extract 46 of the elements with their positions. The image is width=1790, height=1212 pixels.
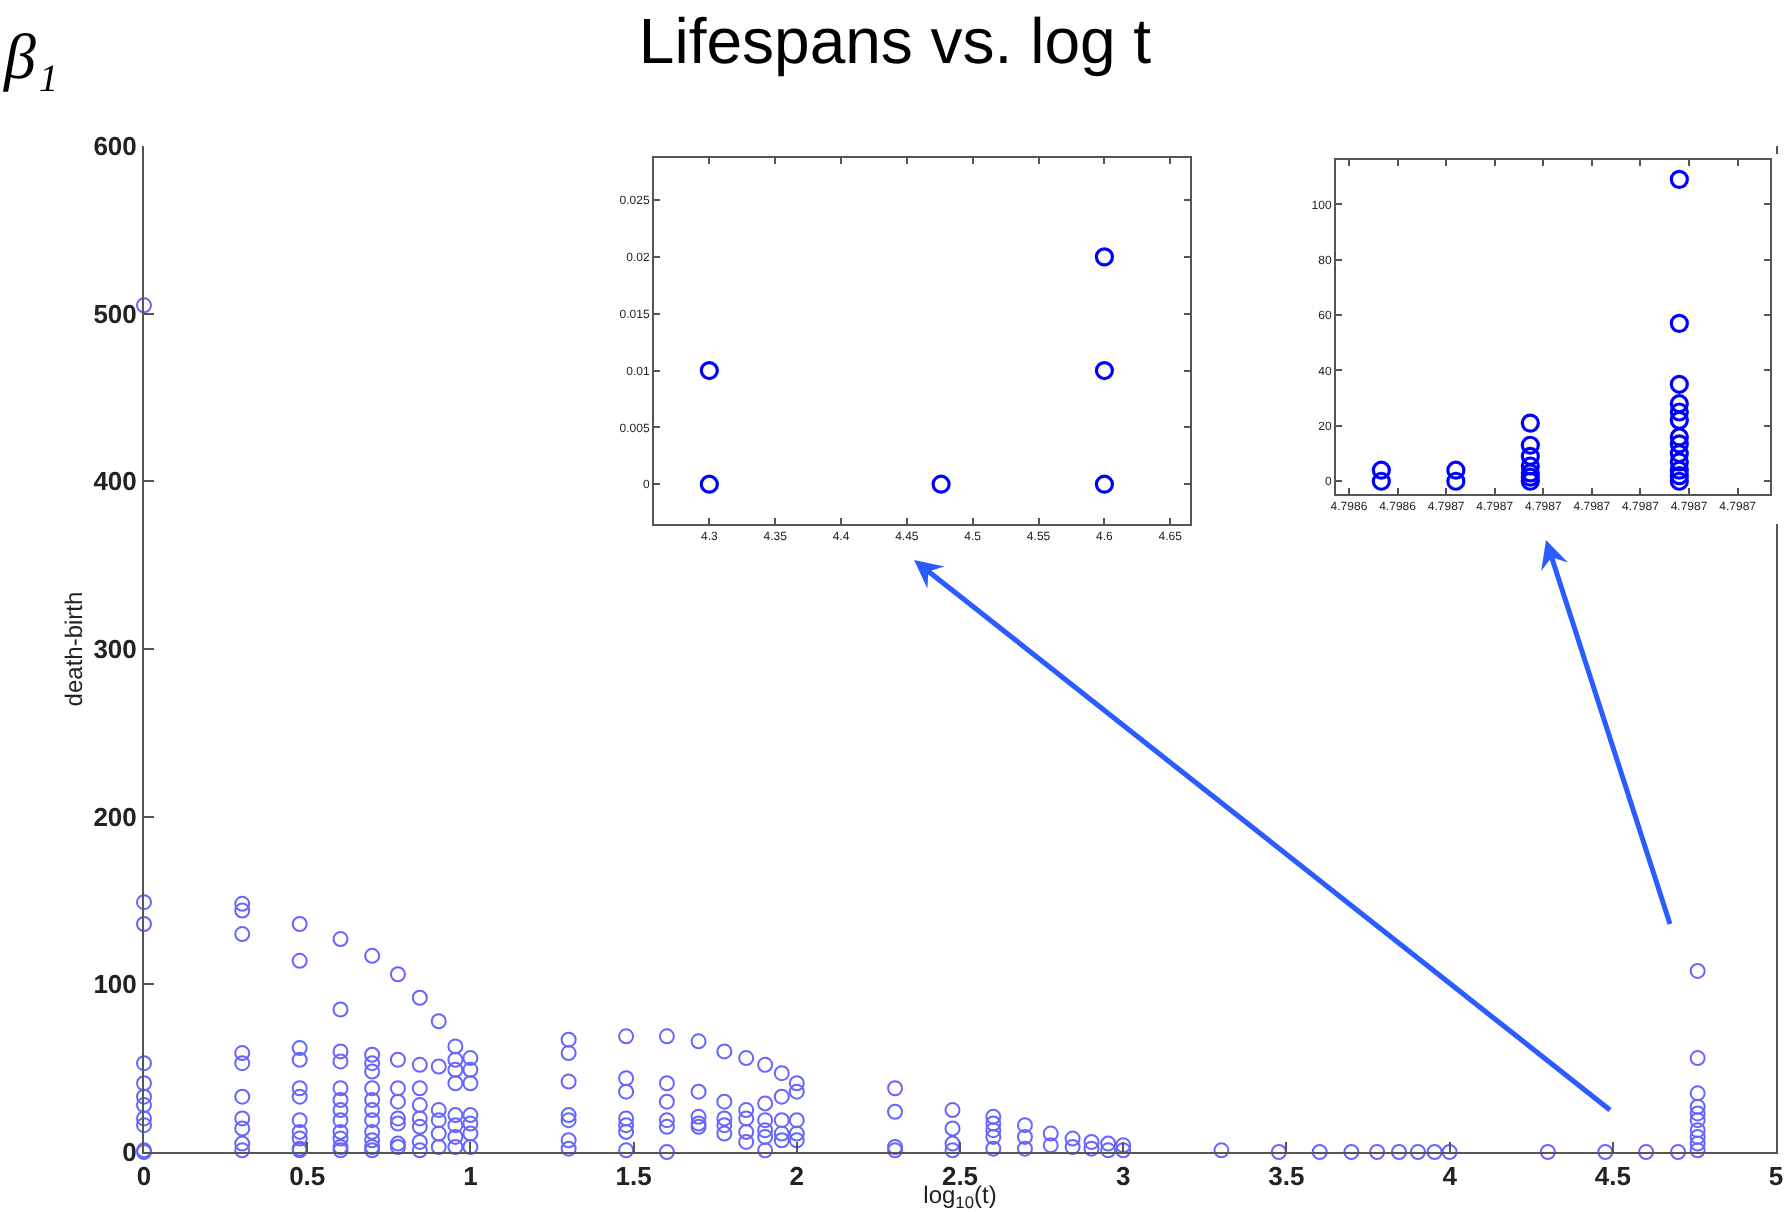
point — [1446, 471, 1466, 491]
x-tick-label: 0.5 — [289, 1161, 326, 1192]
y-tick-label: 500 — [93, 298, 137, 329]
point — [1669, 394, 1689, 414]
x-tick-label: 2 — [789, 1161, 805, 1192]
point — [1371, 460, 1391, 480]
point — [1669, 410, 1689, 430]
point — [1669, 427, 1689, 447]
x-tick-label: 4.5 — [1594, 1161, 1631, 1192]
x-tick-label: 1.5 — [615, 1161, 652, 1192]
point — [699, 474, 719, 494]
x-tick-label: 3 — [1115, 1161, 1131, 1192]
chart-title: Lifespans vs. log t — [638, 4, 1152, 77]
y-tick-label: 300 — [93, 634, 137, 665]
text: β₁ — [2, 20, 59, 92]
point — [1669, 402, 1689, 422]
point — [1669, 471, 1689, 491]
y-tick-label: 600 — [93, 131, 137, 162]
x-tick-label: 4 — [1442, 1161, 1459, 1192]
point — [1094, 474, 1114, 494]
point — [1669, 460, 1689, 480]
point — [1669, 466, 1689, 486]
y-tick-label: 0 — [122, 1137, 137, 1168]
point — [1520, 456, 1540, 476]
point — [699, 360, 719, 381]
y-tick-label: 100 — [93, 969, 137, 1000]
point — [931, 474, 951, 494]
point — [1669, 434, 1689, 454]
x-tick-label: 3.5 — [1268, 1161, 1305, 1192]
x-tick-label: 5 — [1768, 1161, 1784, 1192]
point — [1094, 247, 1114, 267]
point — [1520, 446, 1540, 466]
y-tick-label: 400 — [93, 466, 137, 497]
point — [1669, 313, 1689, 333]
x-tick-label: 1 — [463, 1161, 478, 1192]
y-axis-title: death-birth — [59, 591, 88, 707]
point — [1520, 435, 1540, 455]
point — [1446, 460, 1466, 480]
y-tick-label: 200 — [93, 801, 137, 832]
point — [1520, 413, 1540, 433]
point — [1371, 471, 1391, 491]
point — [1669, 374, 1689, 394]
point — [1094, 360, 1114, 381]
point — [1669, 169, 1689, 189]
point — [1669, 443, 1689, 464]
point — [1669, 452, 1689, 472]
